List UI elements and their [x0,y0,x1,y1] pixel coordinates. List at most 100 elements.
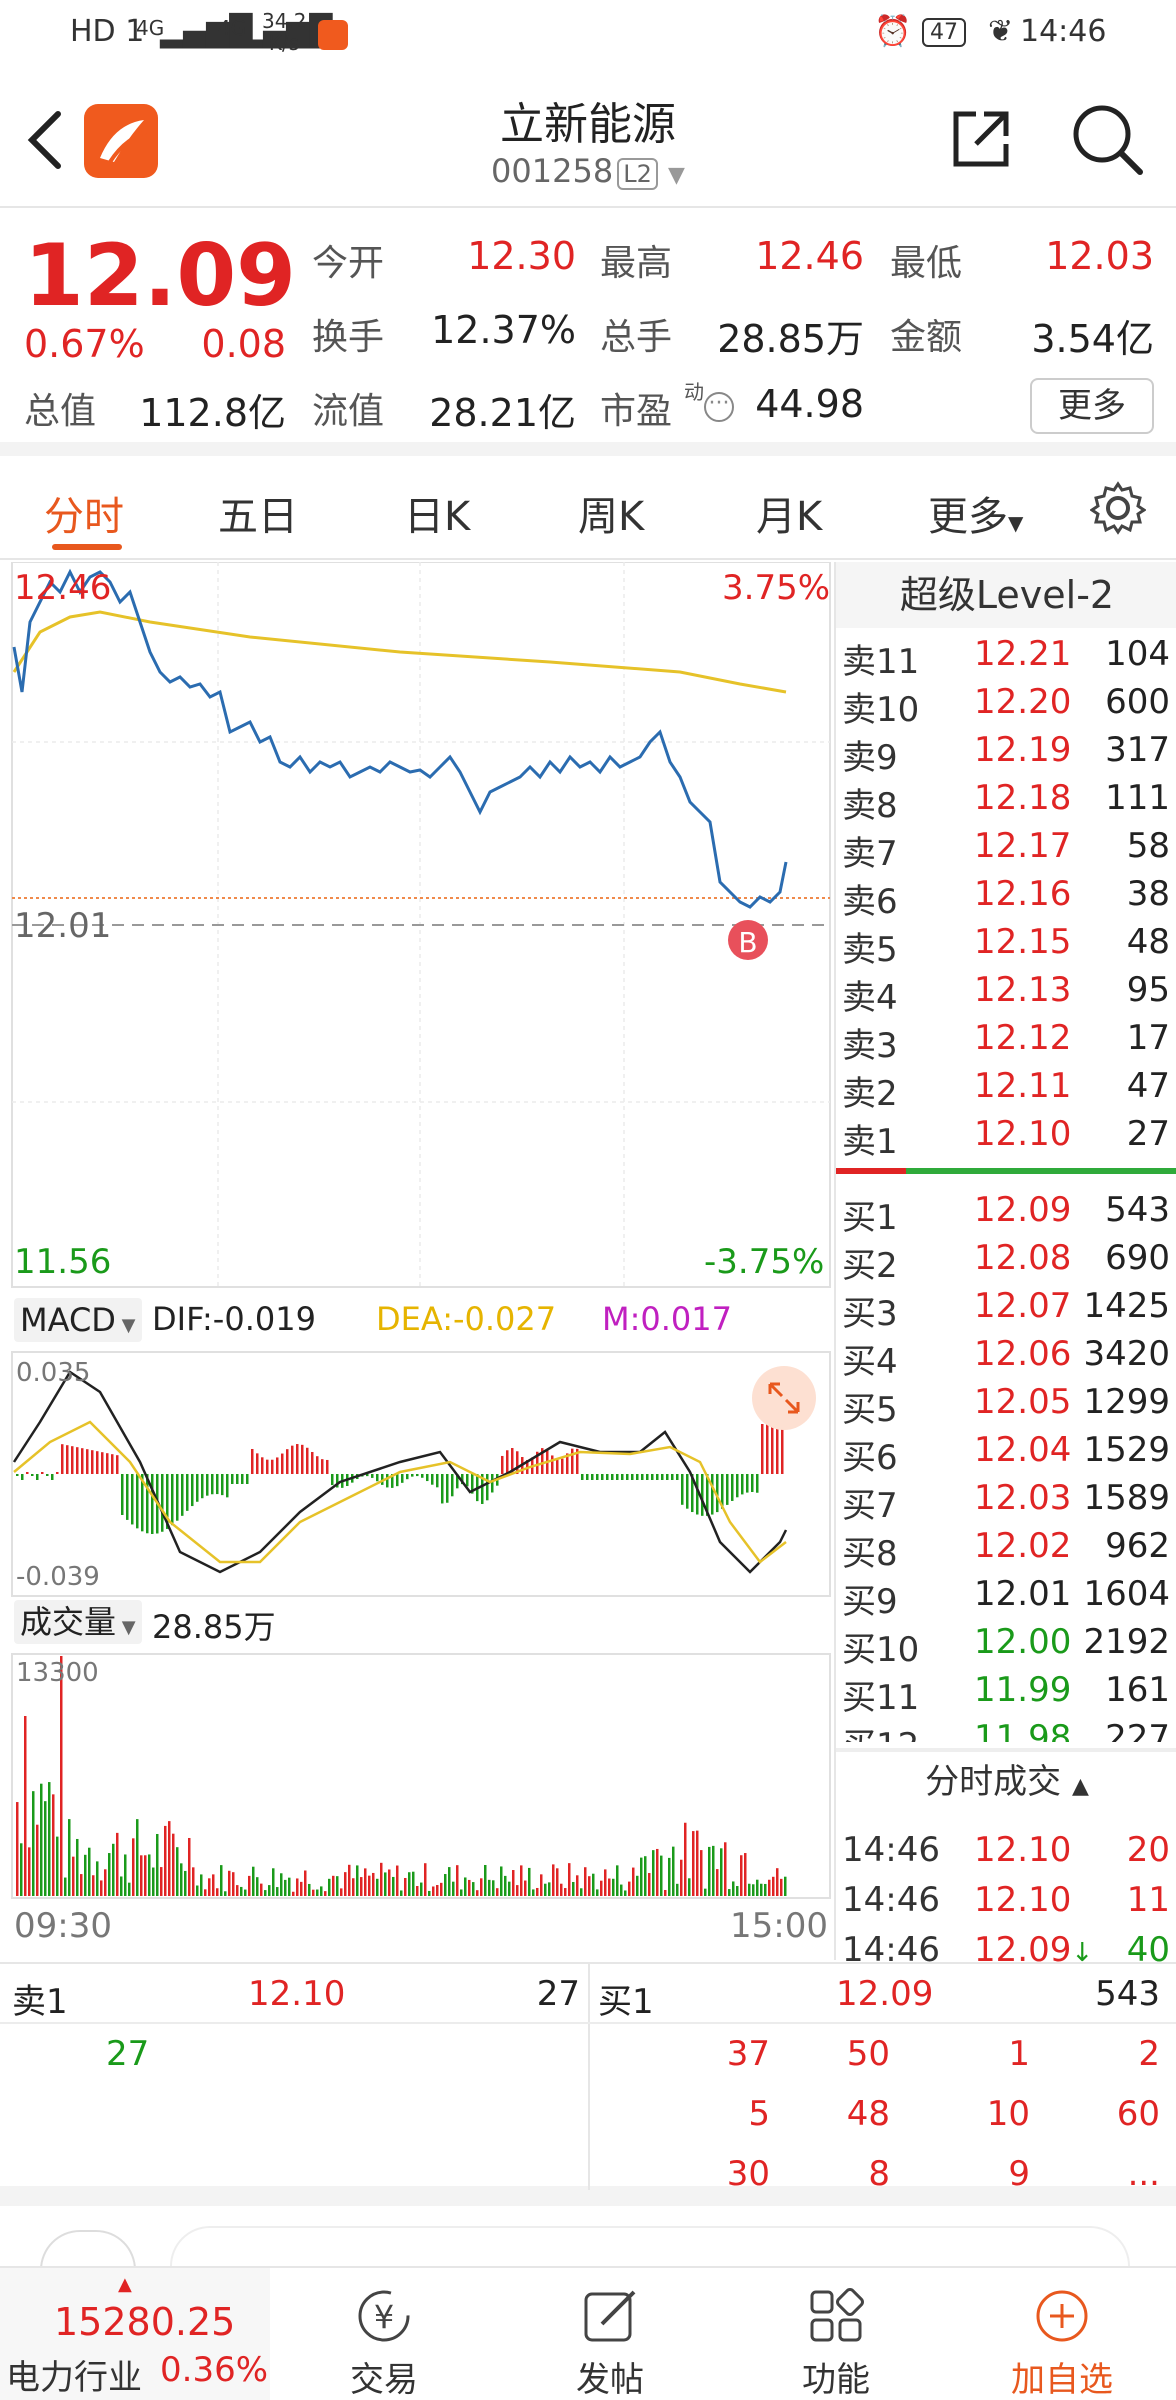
volume-bar [564,1888,567,1896]
macd-bar [481,1474,484,1504]
volume-bar [324,1891,327,1896]
queue-bid-price: 12.09 [836,1974,934,2014]
macd-bar [36,1474,39,1480]
ask-row[interactable]: 卖4 12.13 95 [836,970,1176,1018]
ask-row[interactable]: 卖11 12.21 104 [836,634,1176,682]
ask-price: 12.16 [974,874,1072,914]
ask-row[interactable]: 卖10 12.20 600 [836,682,1176,730]
tab-monthly-k[interactable]: 月K [756,494,823,540]
ask-volume: 104 [1105,634,1170,674]
bid-row[interactable]: 买2 12.08 690 [836,1238,1176,1286]
comment-input-bar[interactable] [170,2226,1130,2270]
tab-intraday[interactable]: 分时 [44,494,124,540]
ask-row[interactable]: 卖2 12.11 47 [836,1066,1176,1114]
more-button[interactable]: 更多 [1030,378,1154,434]
bid-row[interactable]: 买10 12.00 2192 [836,1622,1176,1670]
macd-bar [176,1474,179,1521]
ask-price: 12.21 [974,634,1072,674]
bid-row[interactable]: 买8 12.02 962 [836,1526,1176,1574]
tab-daily-k[interactable]: 日K [404,494,471,540]
ask-label: 卖4 [842,978,898,1018]
trades-header[interactable]: 分时成交 ▲ [836,1752,1176,1812]
macd-bar [631,1474,634,1480]
bid-list[interactable]: 买1 12.09 543 买2 12.08 690 买3 12.07 1425 买4 12.06 34… [836,1182,1176,1742]
tab-more-label: 更多 [928,494,1008,540]
ask-row[interactable]: 卖1 12.10 27 [836,1114,1176,1162]
ask-row[interactable]: 卖6 12.16 38 [836,874,1176,922]
volume-bar [548,1882,551,1896]
bid-row[interactable]: 买12 11.98 227 [836,1718,1176,1742]
index-up-arrow-icon: ▲ [118,2274,132,2295]
tab-five-day[interactable]: 五日 [218,494,298,540]
back-arrow-icon[interactable] [24,108,64,172]
orderbook-title[interactable]: 超级Level-2 [836,562,1176,628]
volume-bar [516,1885,519,1896]
ask-price: 12.20 [974,682,1072,722]
bid-row[interactable]: 买7 12.03 1589 [836,1478,1176,1526]
share-icon[interactable] [948,106,1014,172]
bid-label: 买11 [842,1678,920,1718]
net-speed-unit: K/s [268,31,300,55]
volume-bar [436,1885,439,1896]
bid-row[interactable]: 买1 12.09 543 [836,1190,1176,1238]
bid-row[interactable]: 买6 12.04 1529 [836,1430,1176,1478]
macd-bar [581,1474,584,1480]
volume-bar [220,1865,223,1896]
buy-marker-circle[interactable] [728,920,768,960]
tab-weekly-k[interactable]: 周K [578,494,645,540]
bid-order-qty: 2 [1138,2034,1160,2074]
volume-bar [144,1855,147,1896]
high-value: 12.46 [755,234,864,278]
order-queue: 卖1 12.10 27 27 买1 12.09 543 37 50 1 2 5 48 10 6… [0,1962,1176,2206]
tab-more[interactable]: 更多▼ [928,484,1023,542]
macd-bar [331,1474,334,1486]
volume-bar [340,1888,343,1896]
volume-bar [260,1883,263,1896]
trade-button[interactable]: ¥ 交易 [304,2286,464,2400]
search-icon[interactable] [1070,102,1146,178]
ask-row[interactable]: 卖9 12.19 317 [836,730,1176,778]
volume-bar [404,1877,407,1896]
volume-selector[interactable]: 成交量 ▼ [14,1600,142,1644]
trade-label: 交易 [350,2360,418,2400]
ask-row[interactable]: 卖8 12.18 111 [836,778,1176,826]
volume-bar [196,1885,199,1896]
volume-bar [480,1878,483,1896]
bid-row[interactable]: 买9 12.01 1604 [836,1574,1176,1622]
index-widget[interactable]: ▲ 15280.25 电力行业 0.36% [0,2268,270,2400]
bid-row[interactable]: 买5 12.05 1299 [836,1382,1176,1430]
queue-bid-vol: 543 [1095,1974,1160,2014]
macd-bar [681,1474,684,1505]
intraday-chart-area[interactable]: B 12.46 3.75% 12.01 11.56 -3.75% MACD ▼ … [0,562,834,1960]
bid-row[interactable]: 买11 11.99 161 [836,1670,1176,1718]
function-button[interactable]: 功能 [756,2286,916,2400]
settings-gear-icon[interactable] [1090,480,1146,536]
ask-label: 卖9 [842,738,898,778]
expand-button-bg[interactable] [752,1366,816,1430]
stock-code-line[interactable]: 001258 L2 ▼ [0,152,1176,190]
volume-bar [740,1855,743,1896]
macd-bar [716,1474,719,1513]
bid-volume: 1425 [1083,1286,1170,1326]
ask-row[interactable]: 卖7 12.17 58 [836,826,1176,874]
add-watchlist-button[interactable]: 加自选 [982,2286,1142,2400]
volume-bar [696,1830,699,1896]
post-button[interactable]: 发帖 [530,2286,690,2400]
macd-bar [596,1474,599,1480]
more-dots-icon[interactable]: ··· [704,392,734,422]
ask-price: 12.15 [974,922,1072,962]
volume-bar [72,1856,75,1896]
ask-row[interactable]: 卖3 12.12 17 [836,1018,1176,1066]
macd-max: 0.035 [16,1358,91,1388]
macd-bar [461,1474,464,1485]
bid-row[interactable]: 买4 12.06 3420 [836,1334,1176,1382]
macd-bar [66,1445,69,1474]
macd-selector[interactable]: MACD ▼ [14,1298,142,1342]
macd-bar [206,1474,209,1496]
macd-bar [691,1474,694,1513]
bid-row[interactable]: 买3 12.07 1425 [836,1286,1176,1334]
ask-row[interactable]: 卖5 12.15 48 [836,922,1176,970]
volume-bar [32,1791,35,1896]
comment-avatar[interactable] [40,2230,136,2270]
divider [836,1748,1176,1752]
